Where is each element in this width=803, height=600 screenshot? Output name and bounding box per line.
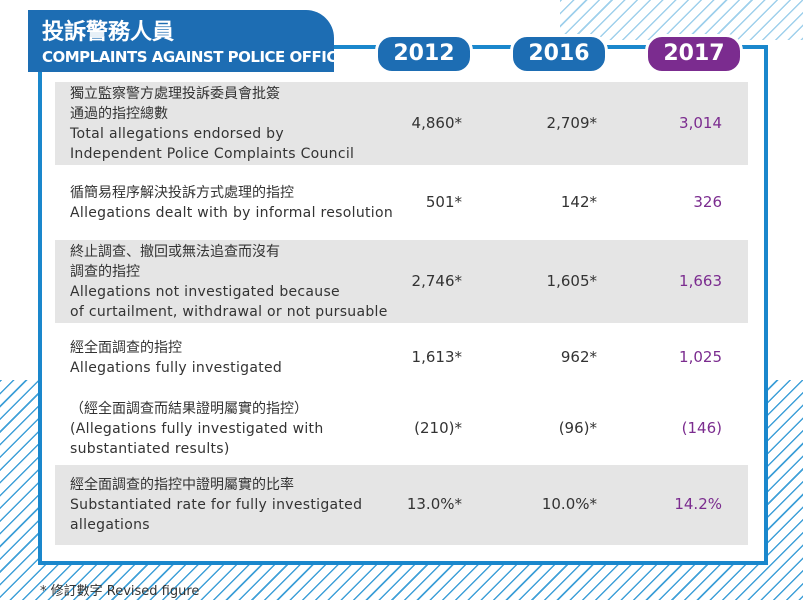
row-label: Total allegations endorsed by [70, 125, 284, 142]
cell: 13.0%* [406, 495, 462, 513]
footnote: * 修訂數字 Revised figure [40, 584, 200, 599]
table-row: 經全面調查的指控中證明屬實的比率 Substantiated rate for f… [55, 465, 748, 545]
row-label: 獨立監察警方處理投訴委員會批簽 [70, 85, 280, 102]
row-label: 經全面調查的指控 [70, 339, 182, 356]
cell: (96)* [558, 418, 597, 437]
row-label: 通過的指控總數 [70, 105, 168, 122]
cell: 3,014 [679, 113, 722, 132]
cell: 962* [560, 347, 597, 366]
row-label: Allegations not investigated because [70, 283, 340, 300]
cell: 1,025 [679, 347, 722, 366]
cell: 1,613* [411, 347, 462, 366]
cell: 10.0%* [541, 495, 597, 513]
row-label: of curtailment, withdrawal or not pursua… [70, 303, 388, 320]
table-row: 終止調查、撤回或無法追查而沒有 調查的指控 Allegations not inve… [55, 240, 748, 323]
row-label: allegations [70, 517, 150, 533]
column-header: 2017 [645, 34, 743, 74]
row-label: Substantiated rate for fully investigate… [70, 497, 363, 513]
row-label: 終止調查、撤回或無法追查而沒有 [70, 243, 280, 260]
column-header: 2016 [510, 34, 608, 74]
table-row: 循簡易程序解決投訴方式處理的指控 Allegations dealt with b… [55, 165, 748, 240]
cell: 4,860* [411, 113, 462, 132]
table-row: （經全面調查而結果證明屬實的指控） (Allegations fully inve… [55, 392, 748, 465]
cell: 142* [560, 192, 597, 211]
cell: 326 [693, 192, 722, 211]
row-label: （經全面調查而結果證明屬實的指控） [70, 400, 308, 417]
row-label: Allegations fully investigated [70, 359, 283, 376]
table-row: 經全面調查的指控 Allegations fully investigated 1,… [55, 323, 748, 392]
cell: 14.2% [674, 495, 722, 513]
column-header: 2012 [375, 34, 473, 74]
row-label: Allegations dealt with by informal resol… [70, 204, 394, 221]
cell: (210)* [414, 418, 462, 437]
title-zh: 投訴警務人員 [42, 20, 175, 45]
cell: 2,709* [546, 113, 597, 132]
table-row: 獨立監察警方處理投訴委員會批簽 通過的指控總數 Total allegations … [55, 82, 748, 165]
row-label: (Allegations fully investigated with [70, 420, 324, 437]
row-label: 調查的指控 [70, 263, 140, 280]
row-label: substantiated results) [70, 440, 230, 457]
cell: 1,663 [679, 271, 722, 290]
row-label: 循簡易程序解決投訴方式處理的指控 [70, 184, 294, 201]
title-en: COMPLAINTS AGAINST POLICE OFFICERS [42, 48, 368, 66]
cell: (146) [681, 418, 722, 437]
cell: 501* [425, 192, 462, 211]
cell: 2,746* [411, 271, 462, 290]
cell: 1,605* [546, 271, 597, 290]
header: 投訴警務人員 COMPLAINTS AGAINST POLICE OFFICER… [28, 10, 368, 72]
row-label: Independent Police Complaints Council [70, 145, 355, 162]
row-label: 經全面調查的指控中證明屬實的比率 [70, 477, 294, 493]
